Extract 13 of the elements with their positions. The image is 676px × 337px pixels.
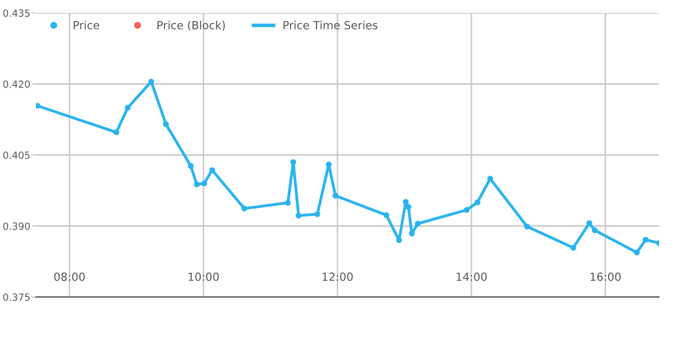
x-tick-label: 16:00 [590,272,621,281]
x-tick-label: 08:00 [54,272,85,281]
legend-label: Price (Block) [158,20,225,31]
y-tick-label: 0.405 [3,151,30,159]
y-tick-label: 0.435 [3,9,30,17]
x-tick-label: 14:00 [456,272,487,281]
x-tick-label: 10:00 [188,272,219,281]
x-tick-label: 12:00 [322,272,353,281]
y-tick-label: 0.375 [3,293,30,301]
y-tick-label: 0.420 [3,80,30,88]
legend-label: Price Time Series [284,20,378,30]
y-tick-label: 0.390 [3,222,30,230]
legend-label: Price [74,20,100,30]
